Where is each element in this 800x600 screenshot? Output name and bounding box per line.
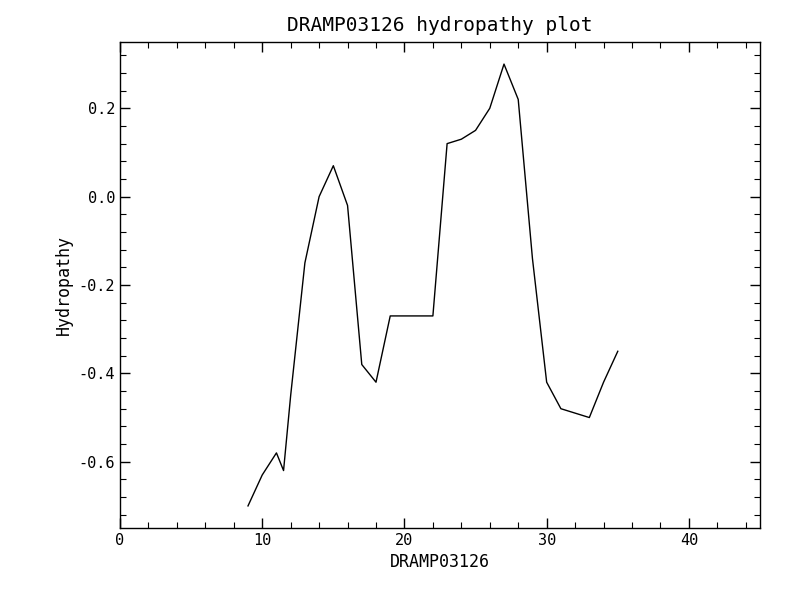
Title: DRAMP03126 hydropathy plot: DRAMP03126 hydropathy plot: [287, 16, 593, 35]
Y-axis label: Hydropathy: Hydropathy: [55, 235, 73, 335]
X-axis label: DRAMP03126: DRAMP03126: [390, 553, 490, 571]
